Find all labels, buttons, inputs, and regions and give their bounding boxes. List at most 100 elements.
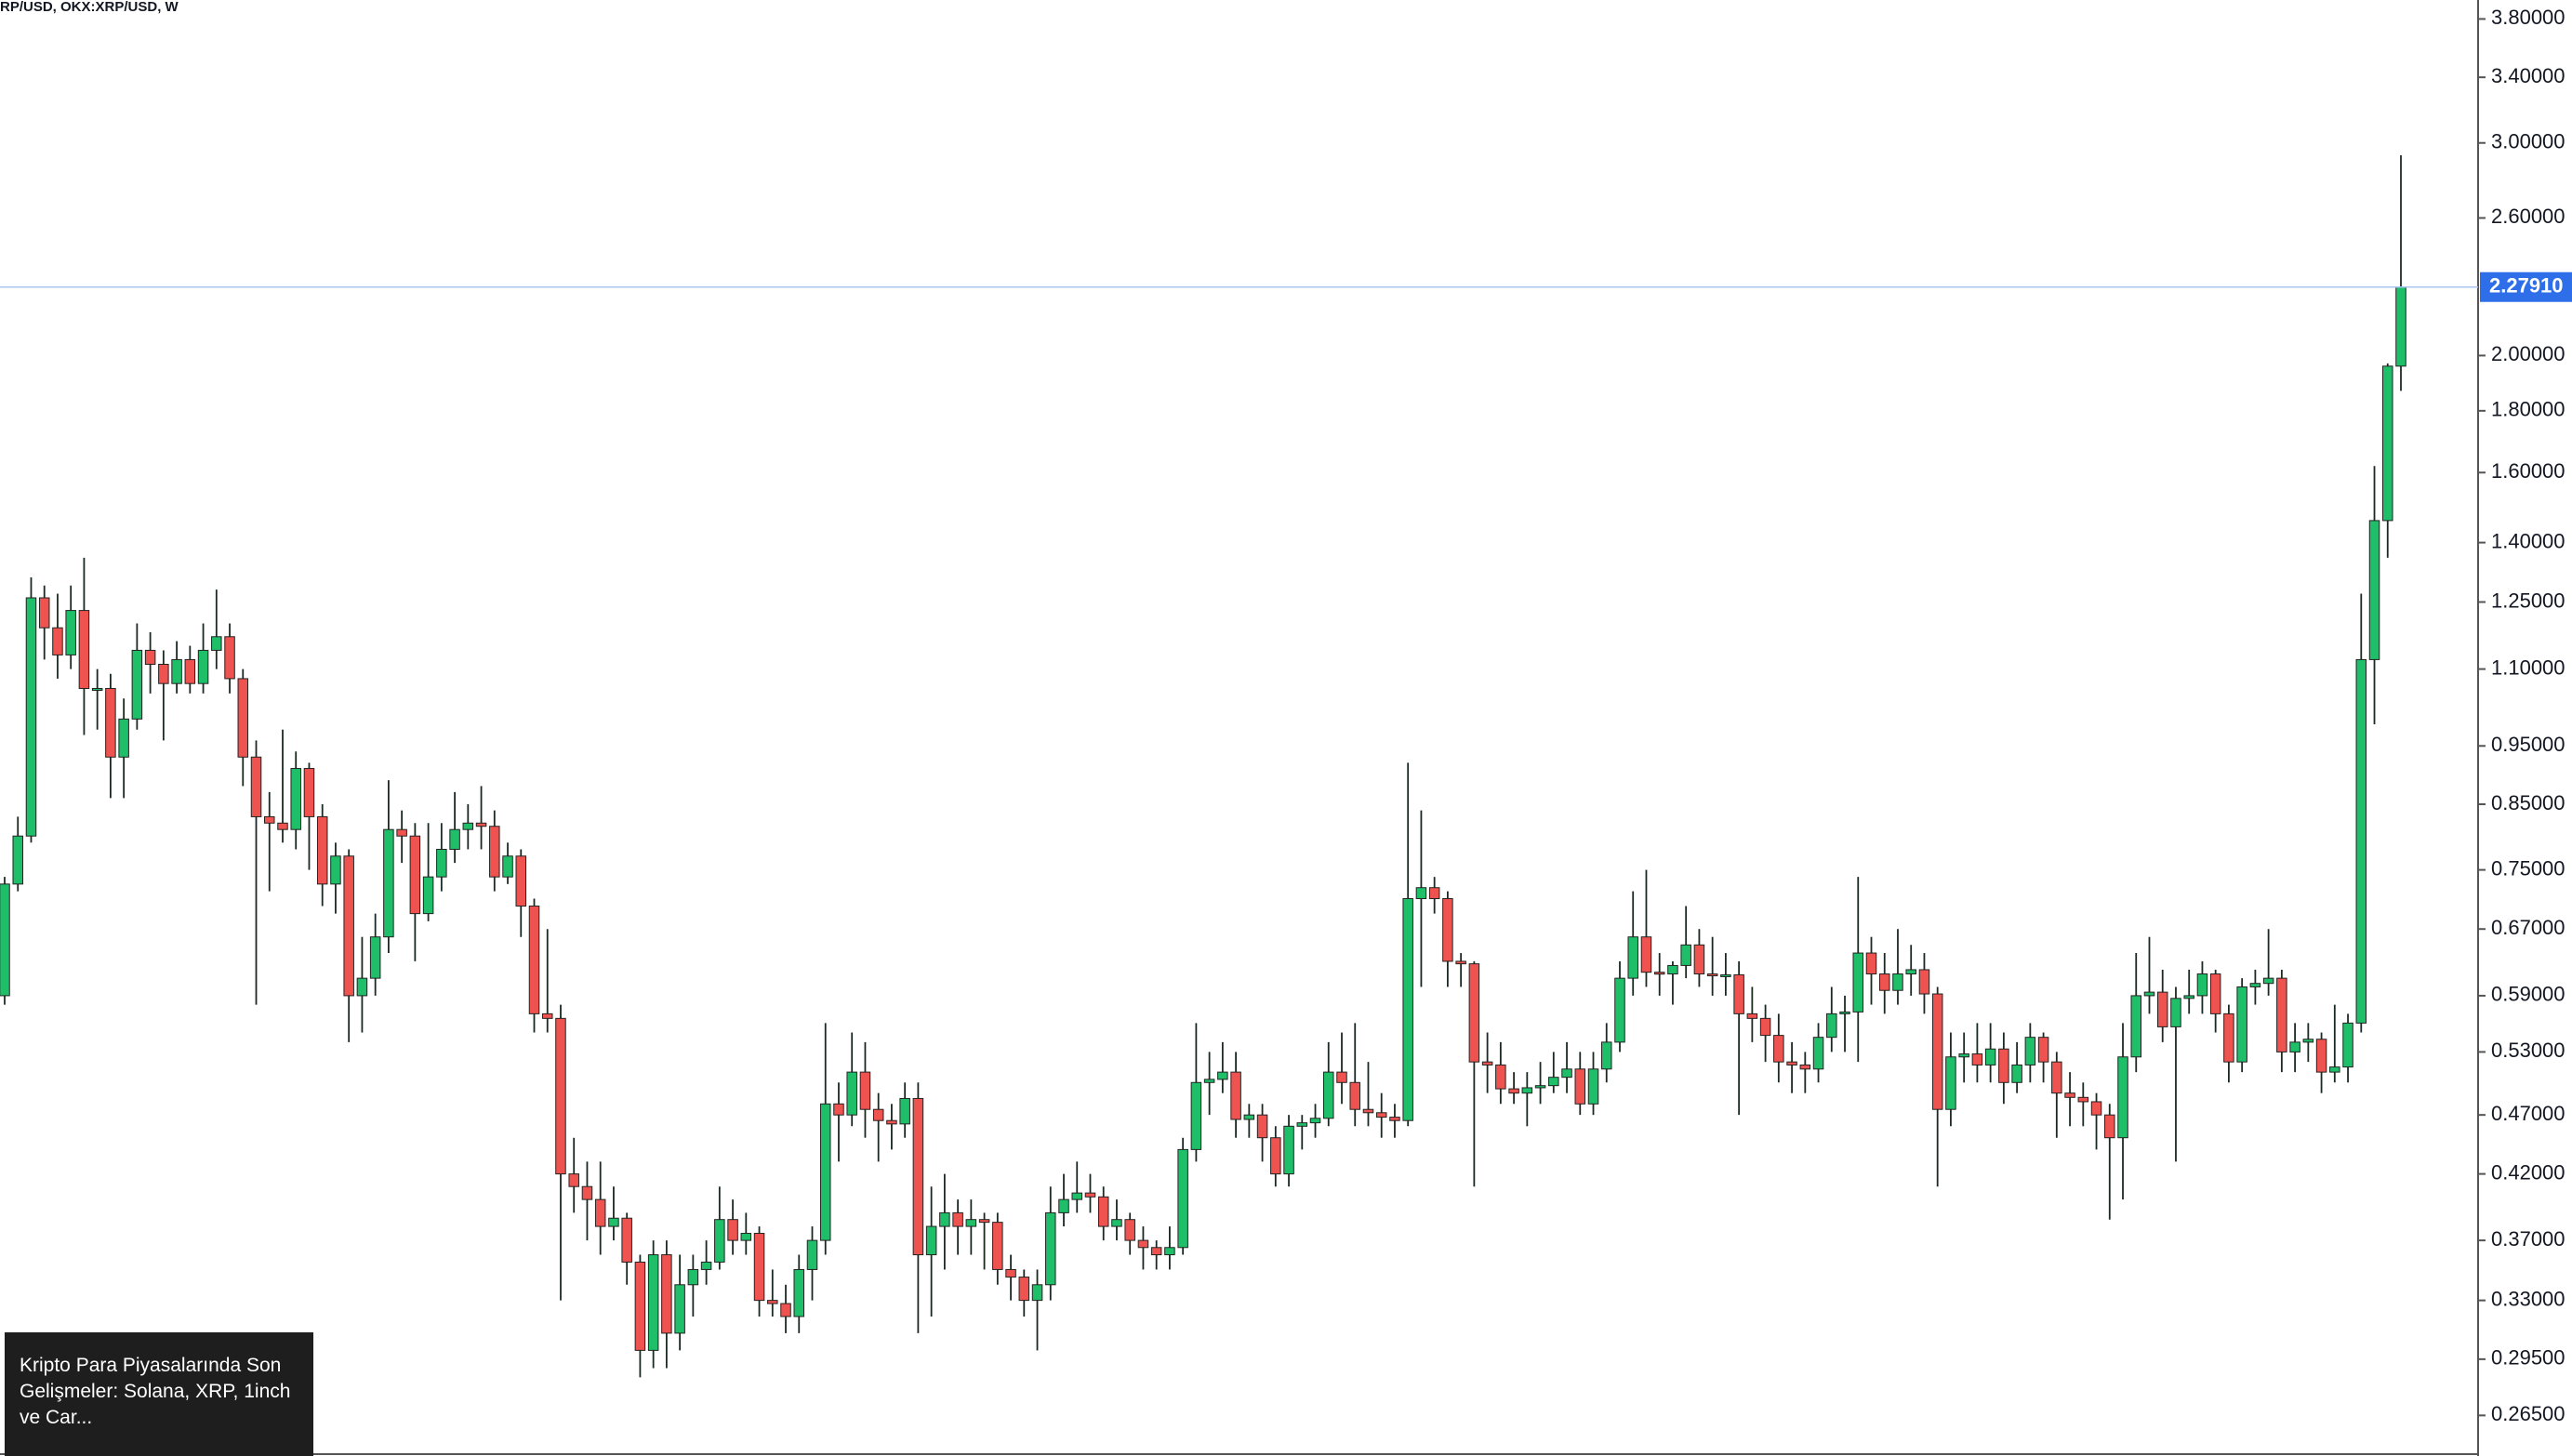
y-tick-label: 2.60000 — [2491, 205, 2565, 228]
candle-body — [1018, 1277, 1030, 1302]
y-tick-label: 1.40000 — [2491, 529, 2565, 552]
candle-body — [2329, 1066, 2340, 1073]
candle-body — [1124, 1219, 1135, 1241]
candle-body — [1389, 1117, 1400, 1121]
candle-body — [2196, 973, 2208, 997]
candle-body — [2315, 1039, 2327, 1073]
candle-body — [1005, 1268, 1016, 1278]
candle-body — [211, 636, 222, 651]
candle-body — [1495, 1064, 1506, 1090]
candle-body — [2368, 520, 2380, 660]
candle-body — [2355, 658, 2367, 1024]
candle-body — [475, 822, 487, 827]
candle-body — [25, 597, 37, 837]
candle-body — [1680, 944, 1691, 966]
candle-body — [184, 658, 196, 684]
candle-body — [1561, 1068, 1572, 1079]
candle-body — [555, 1017, 566, 1175]
y-tick-label: 0.59000 — [2491, 983, 2565, 1006]
candle-body — [1614, 977, 1625, 1043]
candle-body — [886, 1119, 897, 1125]
candle-body — [1375, 1112, 1387, 1118]
candle-body — [515, 855, 527, 907]
y-tick-label: 0.85000 — [2491, 791, 2565, 814]
candle-body — [1971, 1053, 1983, 1066]
candle-body — [52, 627, 63, 655]
candle-body — [462, 822, 474, 830]
candle-body — [819, 1103, 831, 1241]
candle-body — [1733, 973, 1744, 1014]
candle-body — [1826, 1013, 1837, 1039]
candle-body — [621, 1217, 632, 1263]
candle-body — [131, 649, 143, 720]
candle-body — [2130, 995, 2141, 1058]
candle-body — [1548, 1077, 1559, 1087]
candle-body — [1097, 1196, 1109, 1227]
chart-title: RP/USD, OKX:XRP/USD, W — [0, 0, 179, 15]
y-tick-label: 0.67000 — [2491, 916, 2565, 939]
candle-body — [1773, 1035, 1784, 1063]
candle-body — [1508, 1088, 1519, 1094]
y-tick-label: 0.95000 — [2491, 733, 2565, 756]
candle-body — [1812, 1037, 1824, 1070]
candle-body — [541, 1013, 553, 1019]
candle-body — [939, 1211, 950, 1227]
candle-body — [1428, 887, 1440, 900]
candle-body — [2117, 1056, 2128, 1139]
candle-body — [409, 835, 421, 915]
candle-body — [1256, 1114, 1268, 1139]
candle-body — [264, 815, 275, 824]
candle-body — [952, 1211, 963, 1227]
candle-body — [237, 678, 249, 758]
candle-body — [992, 1222, 1003, 1270]
candle-body — [1442, 898, 1453, 962]
candle-body — [1627, 936, 1638, 979]
candle-body — [1534, 1085, 1546, 1089]
candle-body — [2170, 998, 2181, 1027]
candle-body — [1945, 1056, 1956, 1110]
candle-body — [1839, 1011, 1850, 1014]
candle-body — [197, 649, 209, 684]
candle-body — [2249, 983, 2261, 987]
y-tick-label: 1.80000 — [2491, 398, 2565, 421]
candle-body — [2209, 973, 2221, 1014]
y-tick-label: 2.00000 — [2491, 342, 2565, 365]
candle-body — [1984, 1048, 1996, 1066]
candle-body — [581, 1185, 593, 1200]
candle-body — [290, 768, 301, 830]
candle-body — [12, 835, 23, 885]
candle-body — [1587, 1068, 1599, 1105]
candle-body — [277, 822, 288, 830]
candle-body — [2051, 1061, 2062, 1094]
candle-body — [1058, 1198, 1069, 1213]
candle-body — [1230, 1071, 1241, 1120]
candle-body — [1521, 1087, 1533, 1094]
candle-body — [833, 1103, 844, 1116]
candle-body — [1786, 1061, 1797, 1066]
candle-body — [594, 1198, 606, 1227]
candle-body — [912, 1097, 924, 1256]
candle-body — [343, 855, 354, 997]
candle-body — [965, 1219, 977, 1227]
candle-body — [2382, 365, 2393, 522]
news-overlay[interactable]: Kripto Para Piyasalarında Son Gelişmeler… — [5, 1332, 313, 1456]
candle-body — [2262, 977, 2274, 985]
candle-body — [1150, 1247, 1162, 1256]
candle-body — [91, 687, 103, 691]
candle-body — [1243, 1114, 1255, 1120]
candle-body — [528, 906, 540, 1014]
candle-body — [780, 1303, 791, 1317]
candle-body — [2276, 977, 2287, 1052]
candle-body — [1203, 1079, 1215, 1083]
y-tick-label: 0.33000 — [2491, 1287, 2565, 1310]
candle-body — [1071, 1192, 1082, 1200]
candle-body — [1706, 973, 1718, 977]
candle-body — [1323, 1071, 1334, 1119]
candle-body — [1296, 1122, 1308, 1127]
candle-body — [1217, 1071, 1228, 1080]
candle-body — [1998, 1048, 2009, 1083]
candle-body — [2302, 1039, 2314, 1043]
candle-body — [502, 855, 513, 878]
y-tick-label: 0.53000 — [2491, 1039, 2565, 1062]
candle-body — [1931, 993, 1943, 1110]
